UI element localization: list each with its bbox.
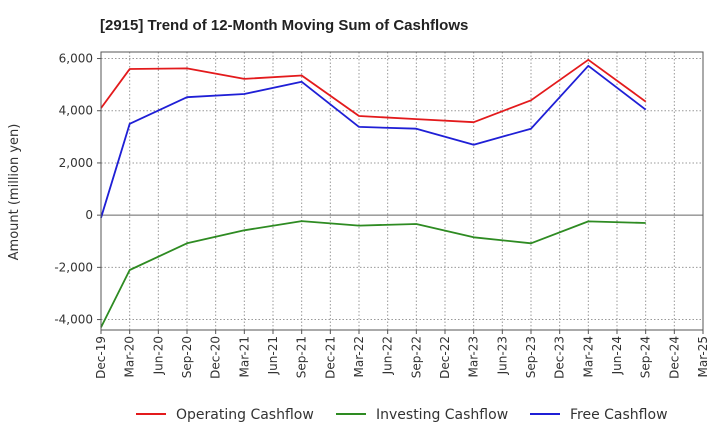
y-tick-label: 2,000: [59, 156, 93, 170]
x-tick-label: Jun-24: [610, 336, 624, 375]
x-tick-label: Sep-20: [180, 336, 194, 378]
legend-label-free-cashflow: Free Cashflow: [570, 407, 668, 423]
x-tick-label: Dec-22: [438, 336, 452, 379]
series-line-operating-cashflow: [100, 58, 647, 124]
series-lines: [100, 58, 647, 328]
series-line-free-cashflow: [100, 64, 647, 219]
x-tick-label: Dec-19: [94, 336, 108, 379]
grid: [101, 52, 703, 330]
x-tick-label: Mar-20: [123, 336, 137, 377]
legend-label-operating-cashflow: Operating Cashflow: [176, 407, 314, 423]
x-axis-ticks: Dec-19 Mar-20 Jun-20 Sep-20 Dec-20 Mar-21 Jun-…: [94, 330, 710, 379]
x-tick-label: Sep-24: [639, 336, 653, 378]
x-tick-label: Jun-22: [381, 336, 395, 375]
x-tick-label: Mar-24: [581, 336, 595, 377]
x-tick-label: Mar-21: [237, 336, 251, 377]
y-axis-label: Amount (million yen): [7, 124, 22, 261]
y-axis-ticks: -4,000 -2,000 0 2,000 4,000 6,000: [54, 52, 101, 327]
y-tick-label: -4,000: [54, 313, 93, 327]
y-tick-label: 4,000: [59, 104, 93, 118]
x-tick-label: Dec-20: [209, 336, 223, 379]
x-tick-label: Jun-21: [266, 336, 280, 375]
y-tick-label: 0: [85, 208, 93, 222]
y-tick-label: -2,000: [54, 260, 93, 274]
x-tick-label: Sep-21: [295, 336, 309, 378]
legend: Operating Cashflow Investing Cashflow Free…: [136, 407, 668, 423]
x-tick-label: Sep-23: [524, 336, 538, 378]
chart-title: [2915] Trend of 12-Month Moving Sum of C…: [100, 17, 468, 34]
x-tick-label: Dec-23: [553, 336, 567, 379]
legend-label-investing-cashflow: Investing Cashflow: [376, 407, 508, 423]
x-tick-label: Mar-22: [352, 336, 366, 377]
plot-area-frame: [100, 51, 704, 331]
x-tick-label: Mar-25: [696, 336, 710, 377]
y-tick-label: 6,000: [59, 52, 93, 66]
x-tick-label: Jun-20: [151, 336, 165, 375]
x-tick-label: Sep-22: [409, 336, 423, 378]
x-tick-label: Dec-21: [323, 336, 337, 379]
x-tick-label: Mar-23: [467, 336, 481, 377]
series-line-investing-cashflow: [100, 220, 646, 328]
x-tick-label: Jun-23: [495, 336, 509, 375]
x-tick-label: Dec-24: [667, 336, 681, 379]
